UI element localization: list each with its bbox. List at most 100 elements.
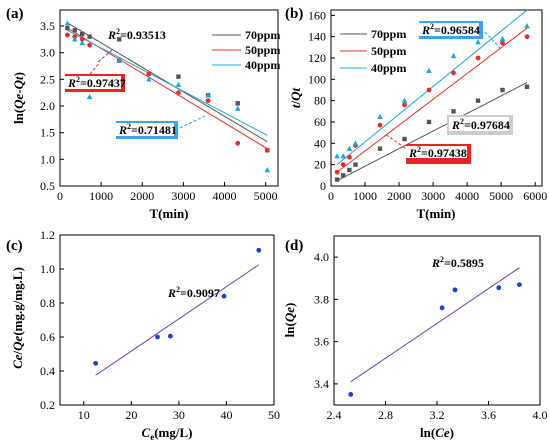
data-point-50ppm <box>235 140 241 146</box>
panel-a-label: (a) <box>6 6 24 22</box>
x-tick-label: 4.0 <box>533 408 548 422</box>
y-tick-label: 3.5 <box>40 19 55 33</box>
data-point-70ppm <box>500 87 505 93</box>
y-tick-label: 0 <box>320 179 326 193</box>
data-point-series-0 <box>452 287 458 293</box>
data-point-40ppm <box>72 36 78 42</box>
x-tick-label: 2.4 <box>327 408 342 422</box>
data-point-40ppm <box>499 35 506 41</box>
x-tick-label: 40 <box>220 408 232 422</box>
y-tick-label: 4.0 <box>314 250 329 264</box>
data-point-50ppm <box>377 122 383 128</box>
panel-d-points <box>348 282 522 397</box>
panel-b-points <box>334 23 530 182</box>
x-tick-label: 1000 <box>89 189 113 203</box>
panel-b-label: (b) <box>285 6 303 22</box>
data-point-40ppm <box>475 39 481 45</box>
data-point-series-0 <box>496 285 502 291</box>
annotation-leader-50ppm <box>384 133 406 149</box>
x-tick-label: 5000 <box>489 189 513 203</box>
data-point-40ppm <box>146 76 152 82</box>
data-point-40ppm <box>234 105 241 111</box>
data-point-40ppm <box>450 52 457 59</box>
r2-annotation-50ppm: R2=0.97438 <box>408 145 467 160</box>
x-tick-label: 5000 <box>254 189 278 203</box>
fit-line-70ppm <box>336 82 528 182</box>
data-point-40ppm <box>334 153 340 159</box>
y-tick-label: 2.5 <box>40 72 55 86</box>
panel-a-points <box>64 20 271 173</box>
data-point-series-0 <box>439 305 445 311</box>
panel-b-plot-frame <box>330 9 543 187</box>
panel-d-x-ticks: 2.4 2.8 3.2 3.6 4.0 <box>327 401 548 422</box>
data-point-50ppm <box>524 34 530 40</box>
panel-b-x-axis-label: T(min) <box>417 206 456 221</box>
data-point-50ppm <box>475 55 481 61</box>
panel-a-legend: 70ppm 50ppm 40ppm <box>212 28 280 72</box>
panel-b: (b) 0 1000 2000 3000 4000 5000 6000 0 20 40 60 80 1… <box>285 6 547 221</box>
data-point-70ppm <box>347 167 352 173</box>
data-point-40ppm <box>264 167 271 173</box>
data-point-40ppm <box>86 93 93 100</box>
r2-annotation-70ppm: R2=0.97684 <box>451 117 510 132</box>
x-tick-label: 2000 <box>130 189 154 203</box>
r2-annotation: R2=0.9097 <box>167 285 220 300</box>
data-point-70ppm <box>65 25 70 31</box>
data-point-70ppm <box>402 136 407 142</box>
panel-b-y-ticks: 0 20 40 60 80 100 120 140 160 <box>308 8 335 193</box>
panel-d-x-axis-label: ln(Ce) <box>420 425 454 440</box>
panel-a-y-ticks: 0.5 1.0 1.5 2.0 2.5 3.0 3.5 <box>40 19 64 193</box>
x-tick-label: 50 <box>268 408 280 422</box>
panel-b-legend: 70ppm 50ppm 40ppm <box>340 27 406 75</box>
data-point-series-0 <box>93 360 99 366</box>
x-tick-label: 3.6 <box>481 408 496 422</box>
data-point-40ppm <box>64 20 71 26</box>
x-tick-label: 1000 <box>353 189 377 203</box>
x-tick-label: 30 <box>173 408 185 422</box>
data-point-50ppm <box>334 169 340 175</box>
r2-annotation: R2=0.5895 <box>431 255 484 270</box>
legend-label-40ppm: 40ppm <box>245 58 280 72</box>
panel-a-x-axis-label: T(min) <box>150 206 189 221</box>
data-point-70ppm <box>341 173 346 178</box>
panel-a-y-axis-label: ln(Qe-Qt) <box>11 72 26 124</box>
data-point-70ppm <box>176 74 181 79</box>
panel-a-fit-lines <box>67 22 268 150</box>
data-point-70ppm <box>80 31 85 37</box>
data-point-40ppm <box>524 23 530 29</box>
data-point-70ppm <box>235 101 240 106</box>
data-point-70ppm <box>524 84 530 89</box>
y-tick-label: 0.8 <box>40 296 55 310</box>
fit-line-series-0 <box>95 264 260 376</box>
x-tick-label: 2000 <box>387 189 411 203</box>
y-tick-label: 0.4 <box>40 364 55 378</box>
annotation-leader-50ppm <box>89 61 101 75</box>
annotation-box-50ppm-inner <box>406 146 467 158</box>
data-point-50ppm <box>87 42 93 48</box>
x-tick-label: 3.2 <box>430 408 445 422</box>
data-point-50ppm <box>65 32 70 38</box>
panel-d: (d) 2.4 2.8 3.2 3.6 4.0 3.4 3.6 3.8 4.0 R2=0.58… <box>282 235 548 440</box>
y-tick-label: 3.0 <box>40 46 55 60</box>
y-tick-label: 0.5 <box>40 179 55 193</box>
data-point-70ppm <box>451 109 456 114</box>
fit-line-40ppm <box>67 29 268 136</box>
data-point-50ppm <box>205 98 211 104</box>
panel-c-points <box>93 247 262 366</box>
y-tick-label: 160 <box>308 8 326 22</box>
x-tick-label: 2.8 <box>378 408 393 422</box>
data-point-40ppm <box>205 92 211 98</box>
data-point-50ppm <box>402 102 407 108</box>
y-tick-label: 120 <box>308 51 326 65</box>
r2-annotation-40ppm: R2=0.96584 <box>421 22 480 37</box>
annotation-leader-40ppm <box>179 115 206 129</box>
y-tick-label: 1.0 <box>40 152 55 166</box>
panel-c-x-ticks: 10 20 30 40 50 <box>78 401 280 422</box>
data-point-70ppm <box>426 119 432 125</box>
panel-c-fit-lines <box>95 264 260 376</box>
x-tick-label: 3000 <box>421 189 445 203</box>
x-tick-label: 6000 <box>523 189 547 203</box>
panel-c-label: (c) <box>6 238 23 254</box>
legend-label-40ppm: 40ppm <box>371 61 406 75</box>
